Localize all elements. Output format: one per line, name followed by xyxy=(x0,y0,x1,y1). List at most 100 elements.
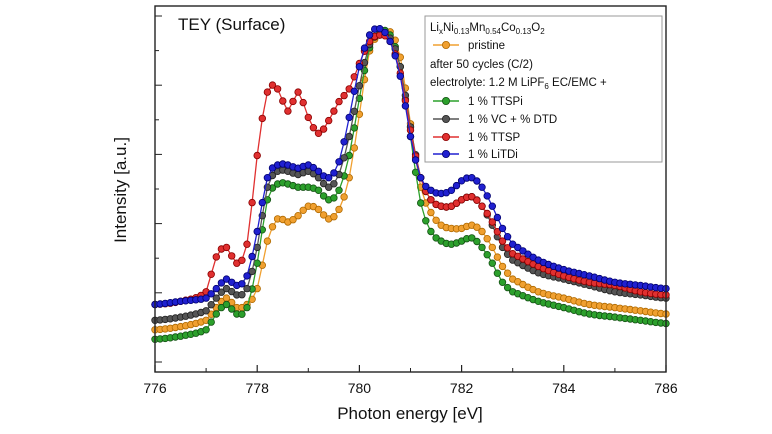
data-point xyxy=(335,158,343,166)
x-tick-label: 778 xyxy=(246,380,270,396)
data-point xyxy=(422,182,430,191)
data-point xyxy=(299,98,307,107)
data-point xyxy=(503,283,512,292)
data-point xyxy=(355,62,364,71)
data-point xyxy=(493,253,502,261)
x-tick-label: 776 xyxy=(143,380,167,396)
data-point xyxy=(314,205,323,214)
series-1-litdi xyxy=(151,25,670,309)
data-point xyxy=(509,240,517,248)
data-point xyxy=(212,310,220,318)
data-point xyxy=(503,269,512,277)
data-point xyxy=(238,256,246,264)
x-tick-label: 782 xyxy=(450,380,474,396)
legend-formula: LixNi0.13Mn0.54Co0.13O2 xyxy=(430,22,545,36)
plot-frame xyxy=(154,5,667,373)
data-point xyxy=(468,234,476,242)
data-point xyxy=(212,253,220,261)
text-run: Co xyxy=(501,22,516,34)
data-point xyxy=(498,237,507,245)
data-point xyxy=(207,270,215,278)
legend-entry-label: 1 % TTSPi xyxy=(468,96,523,108)
legend-swatch-marker xyxy=(441,41,450,50)
data-point xyxy=(488,202,496,210)
legend-electrolyte-note: electrolyte: 1.2 M LiPF6 EC/EMC + xyxy=(430,77,607,91)
data-point xyxy=(202,307,210,315)
data-point xyxy=(406,132,415,141)
series-1-ttsp xyxy=(151,31,670,309)
data-point xyxy=(396,72,404,80)
data-point xyxy=(498,278,507,286)
data-point xyxy=(289,215,297,224)
data-point xyxy=(222,300,231,309)
data-point xyxy=(493,269,502,277)
chart-title: TEY (Surface) xyxy=(178,15,285,34)
data-point xyxy=(330,169,338,177)
data-point xyxy=(498,224,507,233)
data-point xyxy=(294,211,302,220)
text-run: O xyxy=(531,22,540,34)
data-point xyxy=(325,173,333,182)
data-point xyxy=(360,44,369,52)
data-point xyxy=(503,244,512,252)
text-run: Mn xyxy=(469,22,485,34)
data-point xyxy=(284,107,292,115)
data-point xyxy=(483,234,491,243)
data-point xyxy=(299,206,307,214)
data-point xyxy=(498,262,507,271)
text-run: Li xyxy=(430,22,439,34)
x-tick-label: 780 xyxy=(348,380,372,396)
data-point xyxy=(202,294,210,302)
data-point xyxy=(217,279,226,287)
data-point xyxy=(473,237,481,246)
data-point xyxy=(417,199,425,207)
data-point xyxy=(238,291,246,299)
data-point xyxy=(319,125,328,133)
data-point xyxy=(411,156,420,164)
y-axis-title: Intensity [a.u.] xyxy=(111,137,130,243)
data-point xyxy=(227,287,236,296)
data-point xyxy=(263,237,272,245)
data-point xyxy=(340,138,348,146)
data-point xyxy=(238,280,246,288)
data-point xyxy=(207,301,215,309)
data-point xyxy=(468,192,476,201)
data-point xyxy=(391,52,399,60)
data-point xyxy=(248,198,256,207)
data-point xyxy=(227,252,236,260)
data-point xyxy=(212,284,220,293)
data-point xyxy=(447,186,456,194)
data-point xyxy=(478,243,486,252)
data-point xyxy=(350,144,358,152)
data-point xyxy=(268,81,277,89)
data-point xyxy=(263,173,272,182)
data-point xyxy=(238,310,246,318)
subscript: 0.13 xyxy=(454,27,470,36)
data-point xyxy=(432,216,440,224)
data-point xyxy=(478,227,486,236)
plot-area xyxy=(151,25,670,343)
x-tick-label: 784 xyxy=(552,380,576,396)
data-point xyxy=(473,196,481,204)
data-point xyxy=(304,113,312,122)
data-point xyxy=(222,275,231,283)
text-run: Ni xyxy=(443,22,454,34)
data-point xyxy=(268,223,277,231)
legend-box xyxy=(424,15,663,163)
data-point xyxy=(422,217,430,225)
data-point xyxy=(488,218,496,226)
data-point xyxy=(325,183,333,191)
data-point xyxy=(319,192,328,200)
legend-swatch-marker xyxy=(441,97,450,106)
data-point xyxy=(401,102,410,110)
data-point xyxy=(473,177,481,185)
data-point xyxy=(417,173,425,182)
legend-entry-label: 1 % LiTDi xyxy=(468,149,518,161)
data-point xyxy=(335,97,343,106)
data-point xyxy=(227,305,236,313)
data-point xyxy=(503,232,512,241)
data-point xyxy=(427,196,435,204)
data-point xyxy=(253,227,261,236)
legend-swatch-marker xyxy=(441,115,450,124)
